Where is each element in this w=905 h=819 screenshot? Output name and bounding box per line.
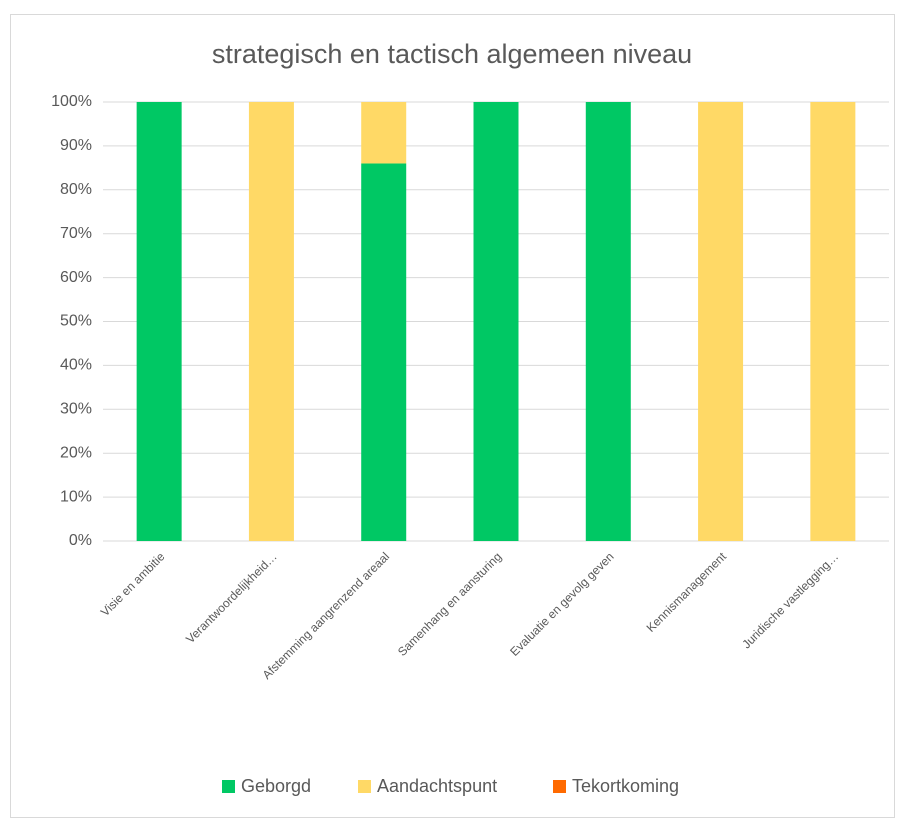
legend-label: Tekortkoming bbox=[572, 776, 679, 796]
bar-segment bbox=[361, 102, 407, 164]
legend-swatch bbox=[358, 780, 371, 793]
y-tick-label: 0% bbox=[69, 532, 92, 549]
y-tick-label: 40% bbox=[60, 357, 92, 374]
legend-swatch bbox=[222, 780, 235, 793]
y-tick-label: 100% bbox=[51, 93, 92, 110]
y-tick-label: 30% bbox=[60, 401, 92, 418]
bar-segment bbox=[473, 102, 519, 541]
bar-segment bbox=[248, 102, 294, 541]
legend-swatch bbox=[553, 780, 566, 793]
y-tick-label: 60% bbox=[60, 269, 92, 286]
bar-segment bbox=[810, 102, 856, 541]
bar-segment bbox=[698, 102, 744, 541]
y-tick-label: 10% bbox=[60, 488, 92, 505]
y-tick-label: 20% bbox=[60, 444, 92, 461]
y-tick-label: 70% bbox=[60, 225, 92, 242]
bar-segment bbox=[361, 163, 407, 541]
legend-label: Geborgd bbox=[241, 776, 311, 796]
y-tick-label: 80% bbox=[60, 181, 92, 198]
bar-segment bbox=[585, 102, 631, 541]
legend-label: Aandachtspunt bbox=[377, 776, 497, 796]
chart-title: strategisch en tactisch algemeen niveau bbox=[212, 39, 692, 69]
bar-segment bbox=[136, 102, 182, 541]
y-tick-label: 50% bbox=[60, 313, 92, 330]
y-tick-label: 90% bbox=[60, 137, 92, 154]
